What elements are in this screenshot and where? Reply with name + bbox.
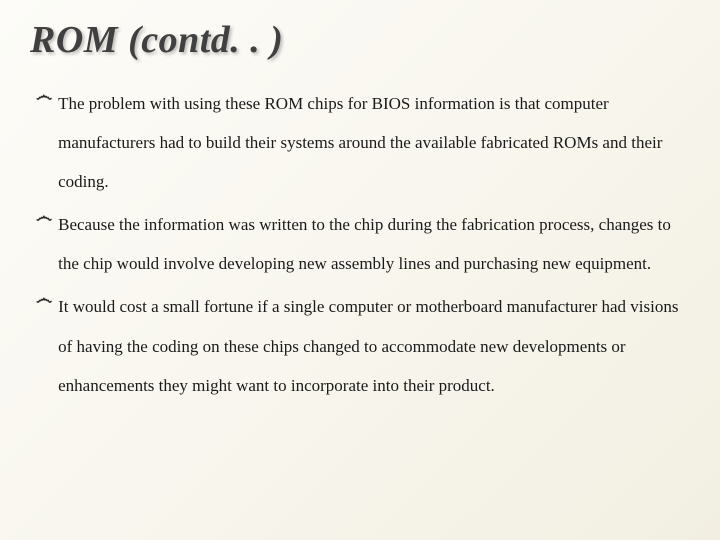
bullet-marker-icon: ෴ xyxy=(36,289,52,309)
slide-title: ROM (contd. . ) xyxy=(30,18,690,62)
bullet-item: ෴ It would cost a small fortune if a sin… xyxy=(36,287,690,404)
slide-content: ෴ The problem with using these ROM chips… xyxy=(30,84,690,405)
bullet-item: ෴ The problem with using these ROM chips… xyxy=(36,84,690,201)
bullet-marker-icon: ෴ xyxy=(36,207,52,227)
bullet-text: It would cost a small fortune if a singl… xyxy=(58,287,690,404)
bullet-text: Because the information was written to t… xyxy=(58,205,690,283)
bullet-item: ෴ Because the information was written to… xyxy=(36,205,690,283)
bullet-marker-icon: ෴ xyxy=(36,86,52,106)
bullet-text: The problem with using these ROM chips f… xyxy=(58,84,690,201)
